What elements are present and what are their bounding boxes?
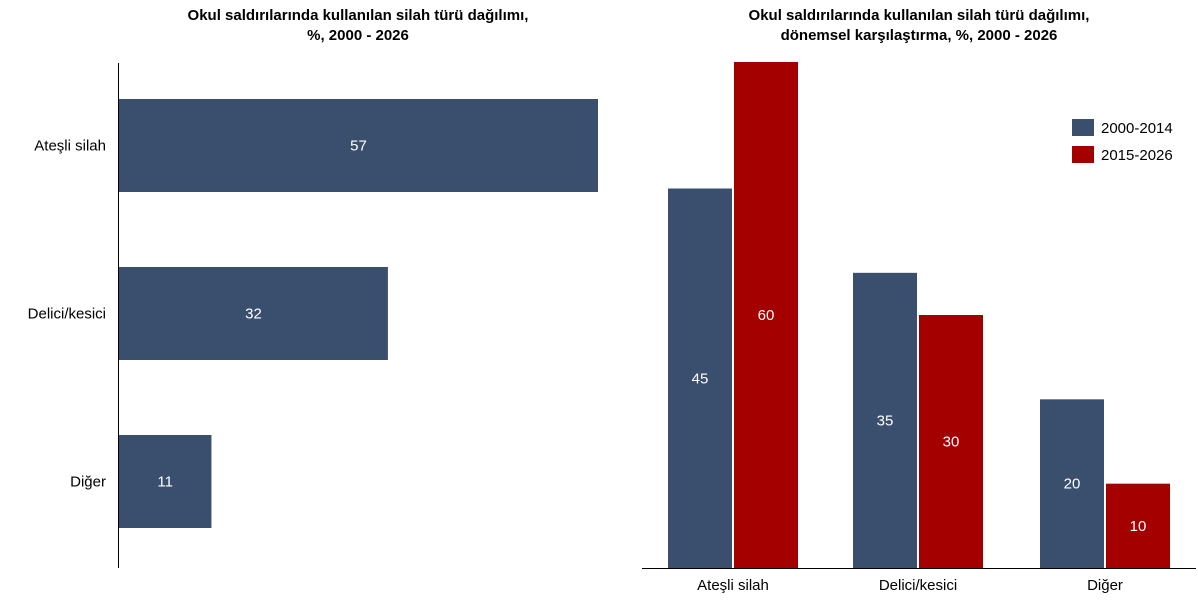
- value-label-atesli-silah-2000-2014: 45: [692, 370, 709, 387]
- right-chart-subtitle: dönemsel karşılaştırma, %, 2000 - 2026: [781, 27, 1058, 44]
- value-label-delici-kesici-2000-2014: 35: [877, 412, 894, 429]
- value-label-delici-kesici-2015-2026: 30: [943, 434, 960, 451]
- left-bar-chart: Okul saldırılarında kullanılan silah tür…: [28, 7, 598, 568]
- bar-diger: [119, 435, 212, 528]
- legend-swatch-2000-2014: [1072, 119, 1094, 136]
- bar-delici-kesici: [119, 267, 388, 360]
- value-label-delici-kesici: 32: [245, 306, 262, 323]
- bar-delici-kesici-2000-2014: [853, 272, 917, 568]
- value-label-diger-2000-2014: 20: [1064, 476, 1081, 493]
- category-label-delici-kesici: Delici/kesici: [28, 306, 106, 323]
- bar-atesli-silah-2015-2026: [734, 62, 798, 568]
- left-chart-title: Okul saldırılarında kullanılan silah tür…: [188, 7, 529, 24]
- legend-swatch-2015-2026: [1072, 146, 1094, 163]
- right-chart-title: Okul saldırılarında kullanılan silah tür…: [749, 7, 1090, 24]
- bar-diger-2015-2026: [1106, 483, 1170, 568]
- category-label-diger: Diğer: [1087, 577, 1123, 594]
- value-label-diger-2015-2026: 10: [1130, 518, 1147, 535]
- left-chart-subtitle: %, 2000 - 2026: [307, 27, 409, 44]
- right-bar-chart: Okul saldırılarında kullanılan silah tür…: [642, 7, 1196, 594]
- bar-atesli-silah: [119, 99, 598, 192]
- value-label-atesli-silah: 57: [350, 138, 367, 155]
- value-label-atesli-silah-2015-2026: 60: [758, 307, 775, 324]
- category-label-diger: Diğer: [70, 474, 106, 491]
- value-label-diger: 11: [157, 474, 173, 491]
- category-label-atesli-silah: Ateşli silah: [34, 138, 106, 155]
- bar-atesli-silah-2000-2014: [668, 188, 732, 568]
- legend-label-2015-2026: 2015-2026: [1101, 147, 1173, 164]
- bar-diger-2000-2014: [1040, 399, 1104, 568]
- category-label-atesli-silah: Ateşli silah: [697, 577, 769, 594]
- bar-delici-kesici-2015-2026: [919, 315, 983, 568]
- category-label-delici-kesici: Delici/kesici: [879, 577, 957, 594]
- legend-label-2000-2014: 2000-2014: [1101, 120, 1173, 137]
